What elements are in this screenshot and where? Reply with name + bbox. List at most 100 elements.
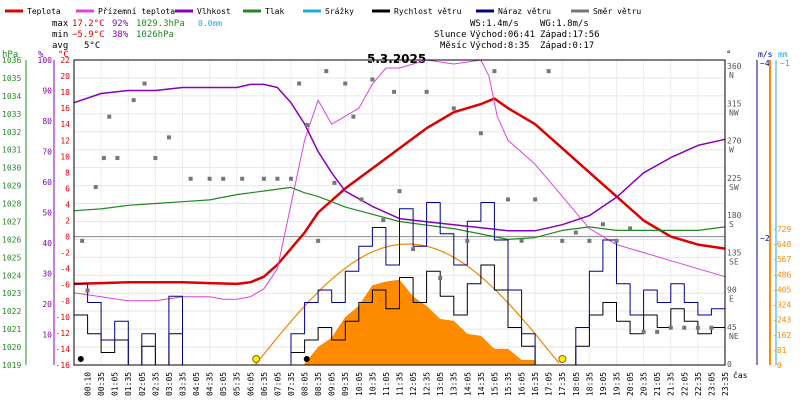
wind-direction-point xyxy=(709,325,714,330)
dir-tick-label: N xyxy=(729,71,734,80)
wind-direction-point xyxy=(332,180,337,185)
wind-direction-point xyxy=(359,197,364,202)
hpa-tick: 1027 xyxy=(2,217,21,226)
series-náraz-větru xyxy=(74,202,725,366)
wind-direction-point xyxy=(240,176,245,181)
c-tick: -16 xyxy=(56,361,71,370)
c-tick: 0 xyxy=(65,233,70,242)
hpa-tick: 1026 xyxy=(2,235,21,244)
dir-tick-label: SE xyxy=(729,257,739,266)
time-tick: 12:35 xyxy=(423,372,432,396)
wind-direction-point xyxy=(546,69,551,74)
time-tick: 02:35 xyxy=(151,372,160,396)
wind-direction-point xyxy=(275,176,280,181)
wind-direction-point xyxy=(131,98,136,103)
stats-sunrise: Východ:06:41 xyxy=(470,30,535,40)
wm2-tick: -648 xyxy=(772,240,791,249)
time-tick: 18:35 xyxy=(585,372,594,396)
x-axis-label: čas xyxy=(733,370,748,380)
time-tick: 09:05 xyxy=(328,372,337,396)
pct-tick: 90 xyxy=(42,87,52,96)
time-tick: 22:05 xyxy=(680,372,689,396)
time-tick: 21:35 xyxy=(667,372,676,396)
wind-direction-point xyxy=(153,156,158,161)
hpa-tick: 1023 xyxy=(2,289,21,298)
pct-tick: 20 xyxy=(42,300,52,309)
sunset-marker xyxy=(558,355,567,363)
wm2-tick: -405 xyxy=(772,285,791,294)
moonset-marker xyxy=(77,356,84,362)
dir-tick: 270 xyxy=(727,137,742,146)
wind-direction-point xyxy=(166,135,171,140)
legend-label: Směr větru xyxy=(593,7,641,16)
hpa-tick: 1032 xyxy=(2,128,21,137)
c-unit-label: °C xyxy=(58,50,69,60)
wind-direction-point xyxy=(207,176,212,181)
chart-series xyxy=(73,59,726,366)
c-tick: -14 xyxy=(56,345,71,354)
chart-title: 5.3.2025 xyxy=(367,52,426,66)
dir-tick: 45 xyxy=(727,323,737,332)
pct-tick: 40 xyxy=(42,239,52,248)
stats-min-press: 1026hPa xyxy=(136,30,174,40)
dir-tick: 360 xyxy=(727,62,742,71)
time-tick: 06:05 xyxy=(246,372,255,396)
wind-direction-point xyxy=(614,238,619,243)
time-tick: 04:05 xyxy=(192,372,201,396)
time-tick: 00:10 xyxy=(84,372,93,396)
c-tick: -6 xyxy=(60,281,70,290)
c-tick: -2 xyxy=(60,249,70,258)
wind-direction-point xyxy=(695,325,700,330)
wind-direction-point xyxy=(641,329,646,334)
wind-direction-point xyxy=(533,197,538,202)
dir-tick: 180 xyxy=(727,211,742,220)
time-tick: 02:05 xyxy=(138,372,147,396)
c-tick: 4 xyxy=(65,200,70,209)
c-tick: 20 xyxy=(60,72,70,81)
time-tick: 16:05 xyxy=(518,372,527,396)
stats-moon-label: Měsíc xyxy=(440,41,467,51)
wind-direction-point xyxy=(261,176,266,181)
wind-direction-point xyxy=(142,81,147,86)
hpa-tick: 1035 xyxy=(2,74,21,83)
dir-tick: 315 xyxy=(727,99,742,108)
series-rychlost-větru xyxy=(74,264,725,366)
deg-unit-label: ° xyxy=(726,50,731,60)
dir-tick: 135 xyxy=(727,248,742,257)
time-tick: 03:05 xyxy=(165,372,174,396)
time-tick: 06:35 xyxy=(260,372,269,396)
wind-direction-point xyxy=(492,69,497,74)
c-tick: 6 xyxy=(65,184,70,193)
hpa-tick: 1019 xyxy=(2,361,21,370)
stats-avg-temp: 5°C xyxy=(84,41,100,51)
stats-max-temp: 17.2°C xyxy=(72,19,105,29)
legend-label: Náraz větru xyxy=(498,7,551,16)
time-tick: 14:35 xyxy=(477,372,486,396)
wm2-tick: -729 xyxy=(772,225,791,234)
wm2-tick: -162 xyxy=(772,331,791,340)
dir-tick: 0 xyxy=(727,360,732,369)
plot-frame xyxy=(73,59,726,366)
wind-direction-point xyxy=(506,197,510,202)
legend-label: Vlhkost xyxy=(197,7,231,16)
ms-unit-label: m/s xyxy=(758,50,773,59)
solar-area xyxy=(304,279,536,366)
wind-direction-point xyxy=(107,114,112,119)
wind-direction-point xyxy=(397,189,402,194)
stats-min-label: min xyxy=(52,30,68,40)
legend-label: Rychlost větru xyxy=(394,7,462,16)
pct-tick: 30 xyxy=(42,270,52,279)
pct-tick: 100 xyxy=(38,56,53,65)
wind-direction-point xyxy=(573,230,578,235)
time-tick: 16:35 xyxy=(531,372,540,396)
ms-top-tick: ~4 xyxy=(760,59,770,68)
wind-direction-point xyxy=(93,185,98,190)
stats-max-label: max xyxy=(52,19,69,29)
moonrise-marker xyxy=(303,356,310,362)
stats-sunset: Západ:17:56 xyxy=(540,30,600,40)
time-tick: 19:35 xyxy=(612,372,621,396)
time-tick: 01:05 xyxy=(111,372,120,396)
stats-ws: WS:1.4m/s xyxy=(470,19,519,29)
dir-tick: 90 xyxy=(727,286,737,295)
wind-direction-point xyxy=(478,131,483,136)
